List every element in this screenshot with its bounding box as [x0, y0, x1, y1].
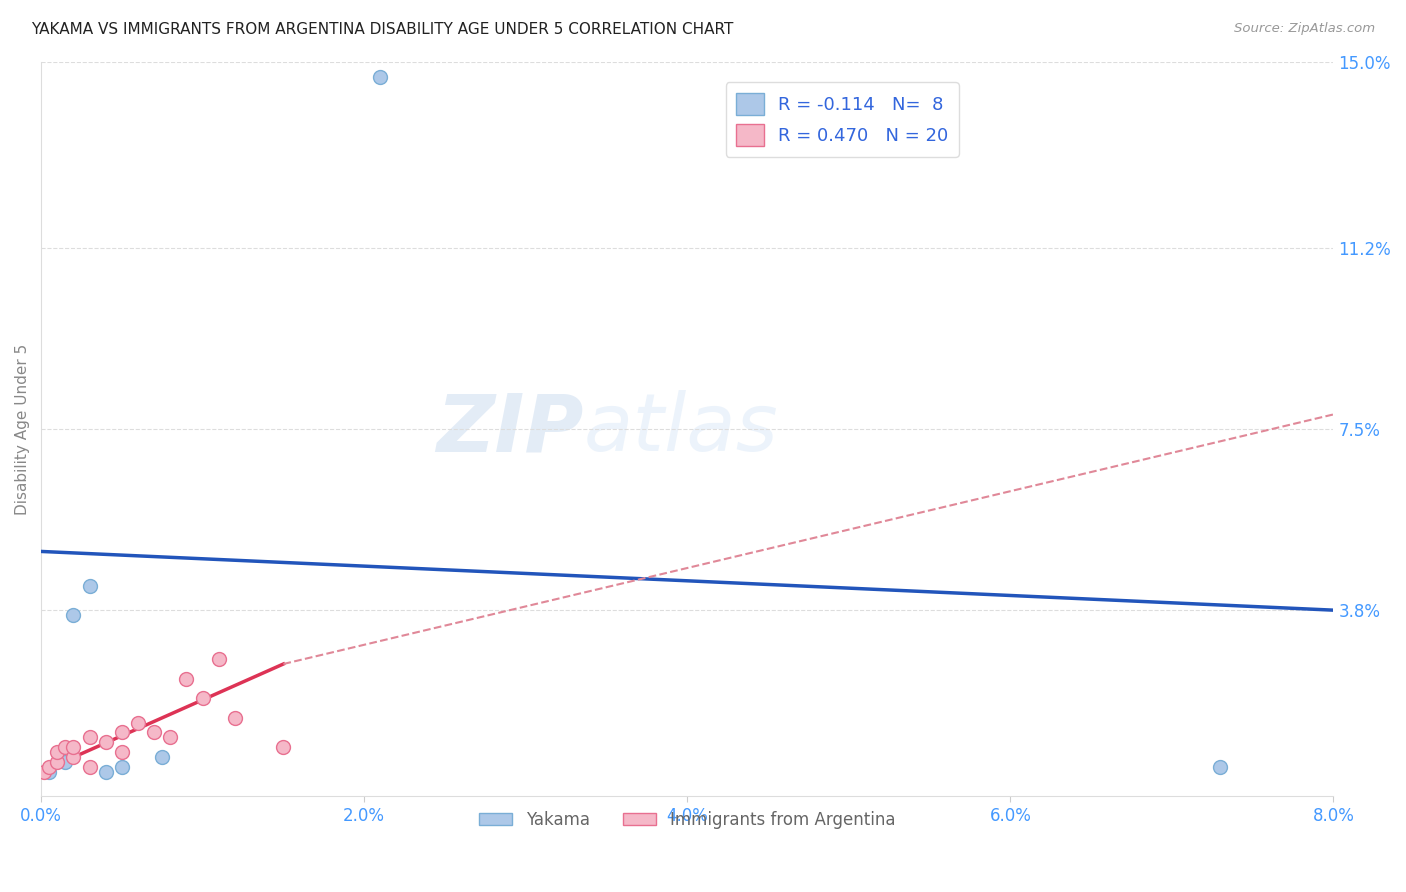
Point [34, 764, 56, 779]
Point [191, 691, 214, 706]
Point [46, 755, 69, 769]
Point [62, 608, 84, 623]
Point [176, 672, 198, 686]
Text: atlas: atlas [583, 390, 779, 468]
Point [208, 652, 231, 666]
Point [38, 760, 60, 774]
Point [79, 760, 101, 774]
Point [370, 70, 392, 84]
Point [150, 750, 173, 764]
Legend: Yakama, Immigrants from Argentina: Yakama, Immigrants from Argentina [472, 804, 903, 836]
Point [53, 740, 76, 755]
Point [94, 764, 117, 779]
Point [143, 725, 166, 739]
Point [111, 725, 134, 739]
Point [1209, 760, 1232, 774]
Text: Source: ZipAtlas.com: Source: ZipAtlas.com [1234, 22, 1375, 36]
Point [159, 731, 181, 745]
Point [224, 711, 246, 725]
Point [62, 750, 84, 764]
Text: YAKAMA VS IMMIGRANTS FROM ARGENTINA DISABILITY AGE UNDER 5 CORRELATION CHART: YAKAMA VS IMMIGRANTS FROM ARGENTINA DISA… [31, 22, 734, 37]
Text: ZIP: ZIP [436, 390, 583, 468]
Point [38, 764, 60, 779]
Point [94, 735, 117, 749]
Point [111, 745, 134, 759]
Point [53, 755, 76, 769]
Point [111, 760, 134, 774]
Point [62, 740, 84, 755]
Point [273, 740, 295, 755]
Point [79, 731, 101, 745]
Y-axis label: Disability Age Under 5: Disability Age Under 5 [15, 343, 30, 515]
Point [127, 715, 149, 730]
Point [46, 745, 69, 759]
Point [79, 579, 101, 593]
